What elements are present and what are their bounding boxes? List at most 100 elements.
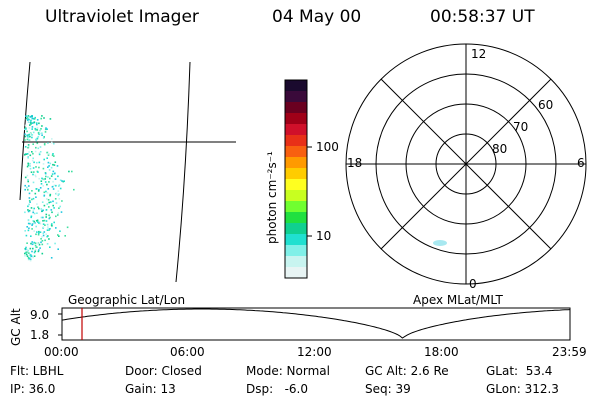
aurora-pixel [49, 228, 51, 230]
aurora-pixel [31, 241, 33, 243]
aurora-pixel [34, 174, 37, 177]
colorbar-cell [285, 102, 307, 114]
aurora-pixel [42, 185, 44, 187]
aurora-pixel [39, 187, 42, 189]
aurora-pixel [41, 134, 43, 136]
aurora-pixel [43, 191, 46, 194]
aurora-pixel [57, 248, 59, 250]
aurora-pixel [47, 188, 50, 190]
aurora-pixel [47, 199, 50, 201]
aurora-pixel [33, 121, 36, 124]
aurora-pixel [27, 222, 30, 225]
aurora-pixel [31, 136, 33, 139]
aurora-pixel [32, 167, 35, 169]
aurora-pixel [39, 231, 42, 233]
aurora-pixel [46, 235, 48, 238]
aurora-pixel [36, 137, 39, 140]
aurora-pixel [29, 201, 31, 203]
aurora-pixel [53, 207, 55, 209]
aurora-pixel [29, 116, 32, 118]
aurora-pixel [33, 255, 36, 257]
aurora-pixel [37, 243, 39, 245]
aurora-pixel [31, 159, 34, 162]
aurora-pixel [32, 131, 35, 134]
aurora-pixel [59, 179, 62, 181]
polar-label-80: 80 [492, 142, 508, 156]
aurora-pixel [27, 115, 30, 117]
aurora-emission [24, 115, 75, 262]
aurora-pixel [28, 127, 31, 129]
aurora-pixel [24, 124, 27, 127]
aurora-pixel [26, 174, 29, 177]
altitude-tick-1.8: 1.8 [30, 328, 50, 342]
aurora-pixel [54, 161, 57, 163]
aurora-pixel [45, 175, 47, 178]
aurora-pixel [40, 180, 43, 182]
aurora-pixel [32, 152, 34, 155]
aurora-pixel [35, 146, 37, 149]
aurora-pixel [31, 122, 34, 124]
aurora-pixel [24, 184, 26, 187]
aurora-pixel [26, 115, 29, 117]
aurora-pixel [44, 239, 46, 242]
aurora-pixel [27, 137, 29, 140]
aurora-pixel [32, 197, 35, 200]
aurora-pixel [50, 175, 53, 177]
aurora-pixel [33, 241, 35, 244]
aurora-pixel [27, 144, 30, 146]
aurora-pixel [55, 192, 58, 195]
aurora-pixel [30, 255, 33, 257]
aurora-pixel [27, 210, 30, 213]
aurora-pixel [27, 162, 29, 165]
aurora-pixel [43, 178, 46, 181]
aurora-pixel [48, 201, 50, 204]
aurora-pixel [28, 139, 30, 141]
aurora-pixel [36, 203, 38, 205]
aurora-pixel [26, 116, 29, 118]
aurora-pixel [51, 211, 53, 214]
aurora-pixel [27, 219, 30, 221]
aurora-pixel [55, 202, 58, 204]
aurora-pixel [33, 220, 35, 223]
aurora-pixel [32, 243, 35, 245]
info-door: Door: Closed [125, 364, 202, 378]
colorbar-cell [285, 256, 307, 268]
aurora-pixel [29, 119, 31, 121]
aurora-pixel [57, 190, 60, 192]
aurora-pixel [27, 136, 30, 139]
aurora-pixel [48, 181, 50, 183]
colorbar-cell [285, 212, 307, 224]
aurora-pixel [27, 205, 29, 208]
aurora-pixel [40, 241, 42, 244]
aurora-pixel [41, 115, 43, 117]
aurora-pixel [29, 167, 32, 170]
aurora-pixel [33, 118, 36, 120]
aurora-pixel [35, 122, 38, 124]
aurora-pixel [34, 128, 37, 131]
aurora-pixel [42, 216, 44, 219]
aurora-pixel [42, 226, 45, 228]
aurora-pixel [59, 230, 61, 232]
time-tick-0000: 00:00 [44, 345, 79, 359]
aurora-pixel [44, 131, 47, 133]
colorbar-tick-label-10: 10 [316, 229, 332, 243]
aurora-pixel [55, 184, 57, 187]
aurora-pixel [48, 165, 50, 167]
aurora-pixel [61, 180, 63, 182]
aurora-pixel [29, 132, 31, 135]
aurora-pixel [31, 151, 33, 153]
aurora-pixel [31, 128, 33, 130]
aurora-pixel [28, 192, 31, 195]
aurora-pixel [29, 165, 31, 167]
geo-meridian-left [19, 61, 31, 201]
aurora-pixel [58, 185, 60, 187]
aurora-pixel [37, 190, 40, 192]
aurora-pixel [30, 216, 32, 219]
aurora-pixel [49, 162, 52, 165]
aurora-pixel [27, 258, 30, 261]
aurora-pixel [40, 208, 43, 210]
aurora-pixel [47, 228, 50, 230]
aurora-pixel [36, 119, 39, 121]
aurora-pixel [32, 181, 35, 184]
aurora-pixel [26, 153, 29, 155]
